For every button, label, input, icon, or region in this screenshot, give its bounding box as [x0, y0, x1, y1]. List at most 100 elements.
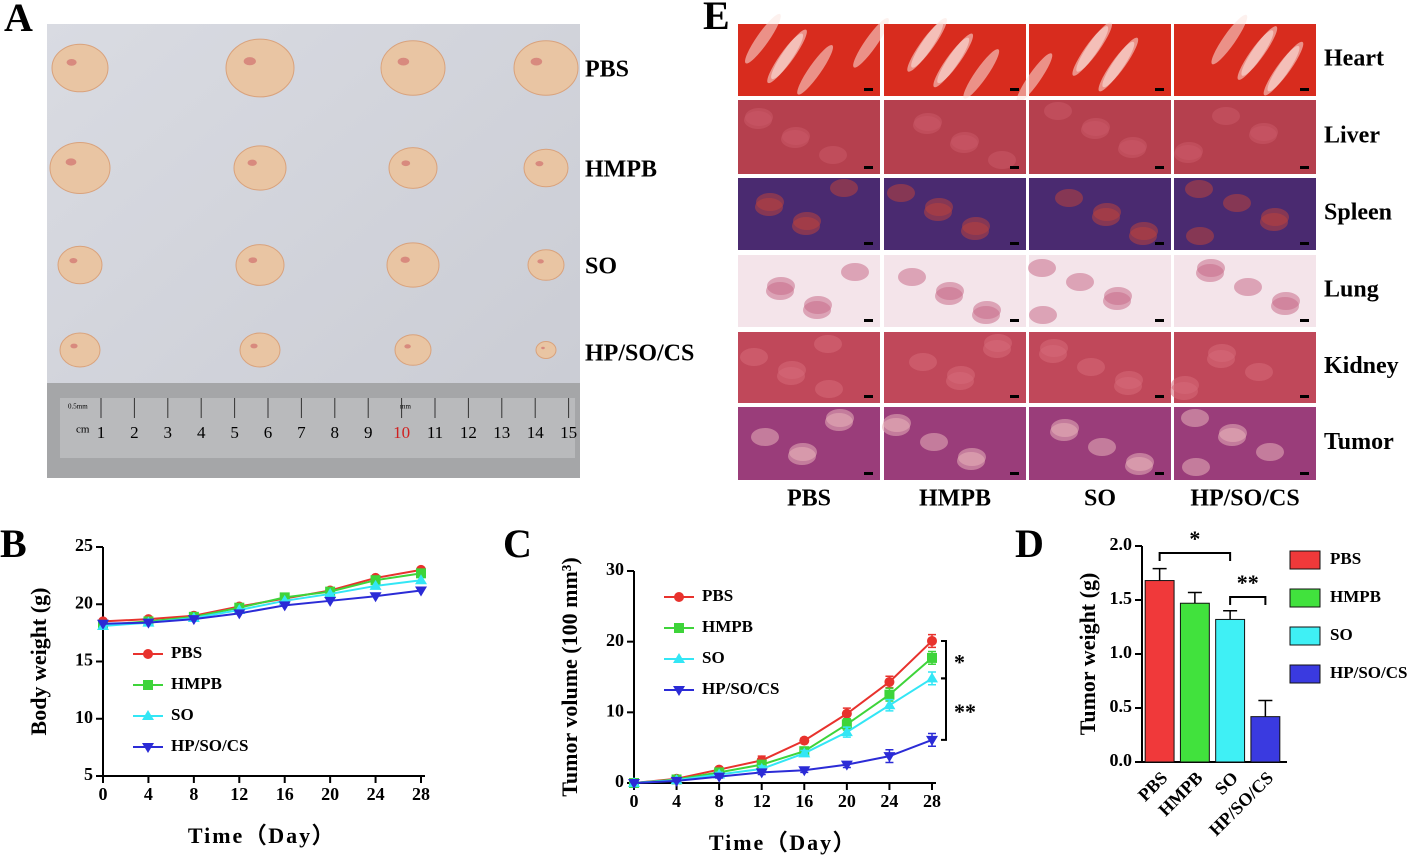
tumor: [233, 145, 287, 191]
histology-texture: [1271, 297, 1299, 315]
tumor-spot: [541, 346, 545, 350]
series: [629, 650, 937, 788]
ruler-number: 8: [331, 423, 340, 442]
marker: [799, 735, 810, 746]
tumor: [527, 249, 565, 281]
scale-bar: [1155, 319, 1164, 322]
histology-texture: [935, 287, 963, 305]
legend-label: SO: [702, 648, 725, 667]
x-tick-label: 16: [795, 791, 813, 811]
histology-texture: [1098, 41, 1135, 92]
ruler-number: 3: [164, 423, 173, 442]
x-tick-label: 16: [276, 784, 294, 804]
significance-bracket: [1229, 596, 1267, 605]
marker: [628, 779, 640, 789]
marker: [324, 596, 337, 607]
histology-texture: [1185, 180, 1213, 198]
marker: [278, 601, 291, 612]
scale-bar: [1300, 395, 1309, 398]
group-label: HP/SO/CS: [1190, 486, 1299, 512]
ruler-number: 1: [97, 423, 106, 442]
y-tick-label: 10: [75, 707, 93, 727]
x-tick-label: 20: [321, 784, 339, 804]
histology-texture: [777, 367, 805, 385]
marker: [670, 776, 683, 787]
scale-bar: [1300, 242, 1309, 245]
line: [102, 589, 422, 625]
histology-texture: [751, 428, 779, 446]
histology-texture: [819, 146, 847, 164]
ruler-number: 9: [364, 423, 373, 442]
y-tick-label: 2.0: [1110, 534, 1133, 554]
marker: [883, 752, 896, 763]
histology-texture: [1263, 45, 1300, 96]
histology-texture: [946, 372, 974, 390]
tumor: [49, 142, 111, 194]
marker: [841, 719, 852, 730]
line: [102, 572, 422, 626]
line: [633, 738, 933, 784]
histology-texture: [1092, 208, 1120, 226]
histology-texture: [972, 306, 1000, 324]
histology-texture: [1029, 306, 1057, 324]
x-tick-label: 8: [189, 784, 198, 804]
marker: [755, 768, 768, 779]
x-tick-label: 28: [923, 791, 941, 811]
histology-texture: [898, 268, 926, 286]
legend-marker: [143, 649, 153, 659]
legend-marker: [674, 592, 684, 602]
panel-label: D: [1015, 521, 1044, 566]
legend-label: SO: [1330, 625, 1353, 644]
y-tick-label: 25: [75, 535, 93, 555]
error-bar: [1152, 567, 1167, 581]
histology-texture: [781, 130, 809, 148]
marker: [369, 579, 382, 590]
scale-bar: [1010, 88, 1019, 91]
histology-texture: [767, 33, 804, 84]
y-tick-label: 5: [84, 764, 93, 784]
ruler-number: 6: [264, 423, 273, 442]
histology-texture: [740, 348, 768, 366]
histology-texture: [755, 198, 783, 216]
marker: [187, 615, 200, 626]
histology-texture: [1125, 457, 1153, 475]
marker: [927, 652, 937, 663]
tumor: [386, 242, 440, 288]
tumor-spot: [65, 158, 77, 166]
tumor: [394, 334, 432, 366]
histology-texture: [1237, 30, 1274, 80]
marker: [840, 760, 853, 771]
organ-label: Lung: [1324, 277, 1379, 303]
y-axis-label: Body weight (g): [26, 588, 51, 736]
marker: [841, 708, 852, 719]
ruler-number: 11: [427, 423, 443, 442]
y-tick-label: 20: [75, 592, 93, 612]
tumor-spot: [400, 256, 410, 263]
tumor-spot: [69, 257, 78, 264]
histology-texture: [1218, 428, 1246, 446]
histology-texture: [1044, 102, 1072, 120]
tumor: [535, 341, 557, 359]
x-tick-label: 12: [753, 791, 771, 811]
legend-marker: [673, 653, 685, 663]
marker: [798, 766, 811, 777]
tumor-spot: [243, 57, 256, 66]
marker: [415, 586, 427, 597]
organ-label: Spleen: [1324, 200, 1392, 226]
tumor: [235, 244, 285, 286]
group-label: SO: [1084, 486, 1116, 512]
histology-texture: [815, 380, 843, 398]
ruler-face: [60, 398, 575, 458]
marker: [798, 747, 811, 758]
error-bar: [1223, 610, 1238, 620]
x-tick-label: 24: [880, 791, 898, 811]
panel-label: E: [703, 0, 730, 38]
scale-bar: [1300, 472, 1309, 475]
legend-swatch: [1289, 588, 1321, 608]
histology-texture: [1174, 145, 1202, 163]
y-tick-label: 0: [615, 771, 624, 791]
ruler-number: 10: [393, 423, 410, 442]
histology-texture: [924, 203, 952, 221]
y-tick-label: 0.0: [1110, 750, 1133, 770]
ruler-number: 5: [230, 423, 239, 442]
